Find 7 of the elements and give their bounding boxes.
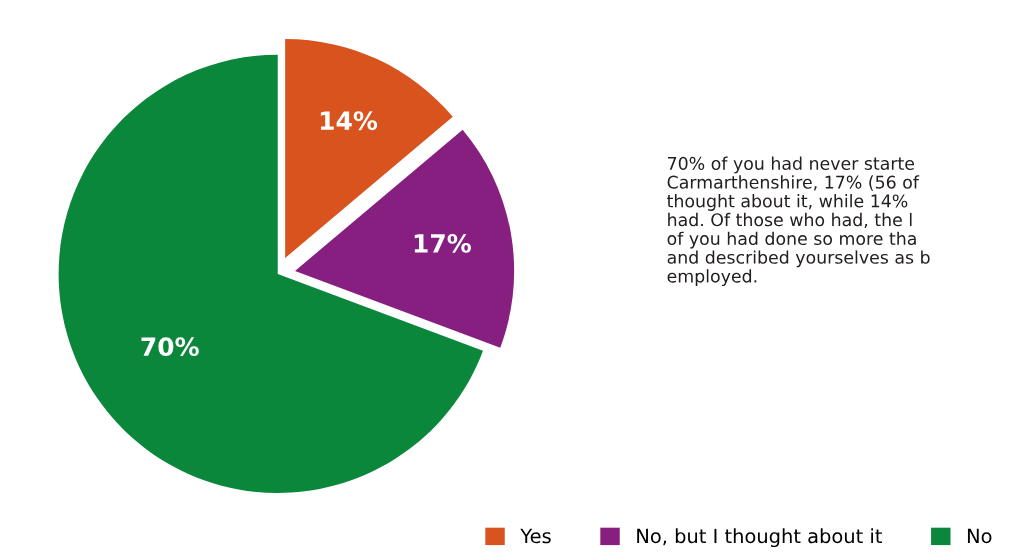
data-label: 70% (141, 337, 199, 357)
data-label: 17% (414, 233, 471, 253)
text: 70% of you had never starte Carmarthenshire, 17% (56 of thought about it, while 14% had. Of those who had, the l of you had done so more tha and described yourselves as b employed. (667, 156, 930, 287)
legend-label: No, but I thought about it (637, 528, 882, 548)
legend-label: Yes (520, 528, 551, 544)
legend-label: No (967, 528, 992, 544)
data-label: 14% (320, 111, 378, 131)
